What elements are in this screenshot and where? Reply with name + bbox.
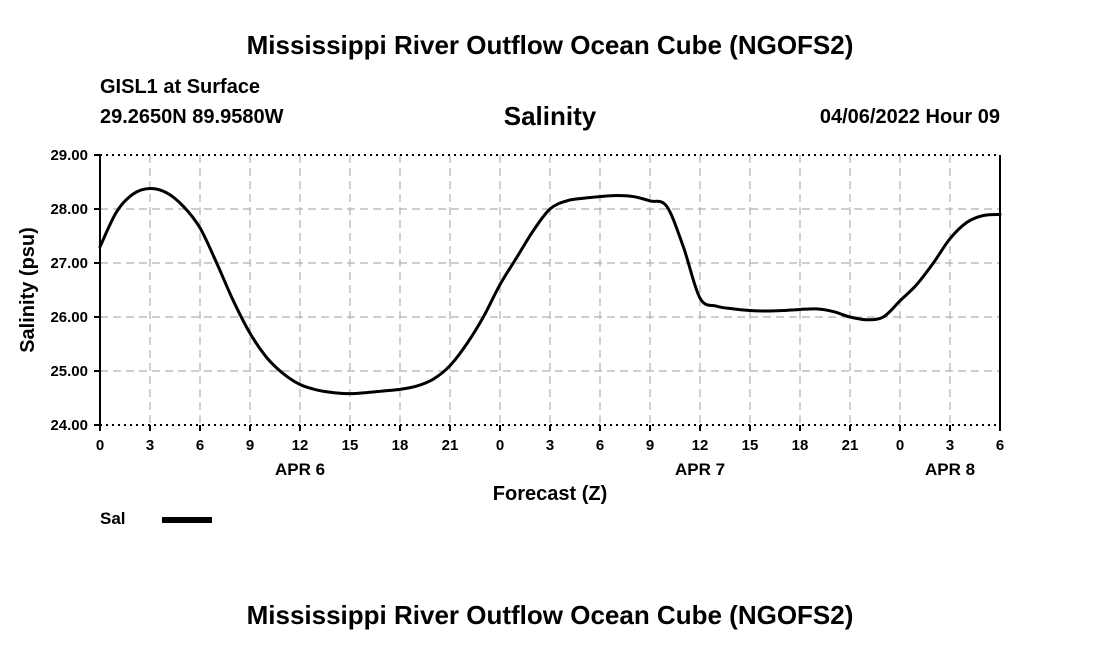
y-tick-label: 25.00 bbox=[50, 363, 88, 380]
y-tick-label: 29.00 bbox=[50, 147, 88, 164]
y-tick-label: 26.00 bbox=[50, 309, 88, 326]
salinity-series-line bbox=[98, 186, 1002, 396]
y-axis-label: Salinity (psu) bbox=[17, 227, 39, 353]
y-tick-label: 24.00 bbox=[50, 417, 88, 434]
footer-title: Mississippi River Outflow Ocean Cube (NG… bbox=[246, 600, 854, 630]
tick-marks bbox=[94, 154, 1001, 431]
x-tick-label: 6 bbox=[996, 437, 1004, 454]
tick-labels: 0 3 6 9 12 15 18 21 0 3 6 9 12 15 18 21 0 3 6 24.00 25.00 26.… bbox=[50, 147, 1004, 479]
x-tick-label: 15 bbox=[342, 437, 359, 454]
station-label: GISL1 at Surface bbox=[100, 76, 261, 98]
x-tick-label: 0 bbox=[896, 437, 904, 454]
x-tick-label: 0 bbox=[496, 437, 504, 454]
legend-swatch bbox=[162, 517, 212, 523]
forecast-datetime: 04/06/2022 Hour 09 bbox=[819, 106, 1000, 128]
x-tick-label: 0 bbox=[96, 437, 104, 454]
chart-title: Salinity bbox=[503, 101, 597, 131]
x-tick-label: 6 bbox=[596, 437, 604, 454]
date-label: APR 8 bbox=[925, 460, 975, 479]
x-tick-label: 12 bbox=[692, 437, 709, 454]
station-coordinates: 29.2650N 89.9580W bbox=[100, 106, 284, 128]
date-label: APR 7 bbox=[675, 460, 725, 479]
y-tick-label: 27.00 bbox=[50, 255, 88, 272]
x-tick-label: 21 bbox=[442, 437, 459, 454]
x-tick-label: 21 bbox=[842, 437, 859, 454]
x-tick-label: 18 bbox=[392, 437, 409, 454]
date-label: APR 6 bbox=[275, 460, 325, 479]
y-tick-label: 28.00 bbox=[50, 201, 88, 218]
grid-lines bbox=[100, 155, 1000, 425]
main-title: Mississippi River Outflow Ocean Cube (NG… bbox=[246, 30, 854, 60]
x-tick-label: 6 bbox=[196, 437, 204, 454]
x-tick-label: 18 bbox=[792, 437, 809, 454]
x-tick-label: 9 bbox=[646, 437, 654, 454]
salinity-chart: 0 3 6 9 12 15 18 21 0 3 6 9 12 15 18 21 0 3 6 24.00 25.00 26.… bbox=[17, 147, 1004, 505]
x-tick-label: 3 bbox=[946, 437, 954, 454]
x-axis-label: Forecast (Z) bbox=[493, 483, 607, 505]
x-tick-label: 3 bbox=[546, 437, 554, 454]
legend-label: Sal bbox=[100, 509, 126, 528]
x-tick-label: 3 bbox=[146, 437, 154, 454]
x-tick-label: 12 bbox=[292, 437, 309, 454]
x-tick-label: 9 bbox=[246, 437, 254, 454]
x-tick-label: 15 bbox=[742, 437, 759, 454]
